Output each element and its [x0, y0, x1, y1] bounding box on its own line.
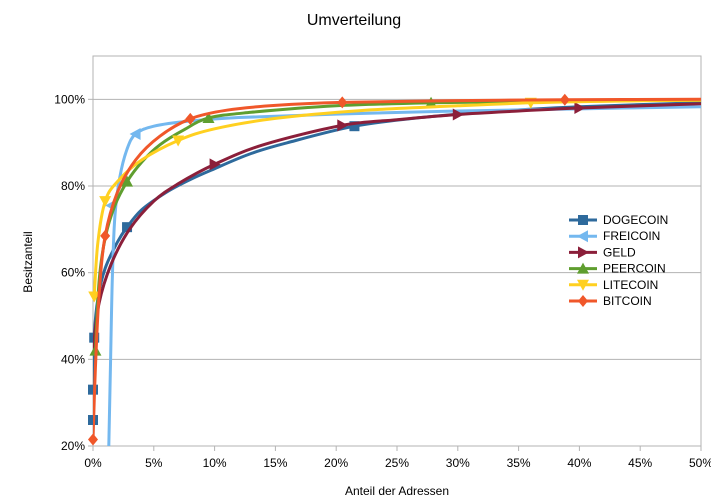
legend-marker [577, 262, 589, 274]
y-tick-label: 60% [61, 266, 85, 280]
series-geld [93, 102, 701, 353]
data-point-bitcoin [559, 93, 570, 106]
legend-marker [578, 246, 589, 259]
series-bitcoin [88, 93, 701, 446]
legend-marker [577, 230, 588, 243]
series-layer [88, 93, 701, 446]
x-tick-label: 50% [689, 456, 711, 470]
data-point-bitcoin [88, 433, 98, 446]
data-point-dogecoin [349, 121, 360, 132]
data-point-geld [574, 102, 586, 114]
data-point-litecoin [99, 196, 112, 208]
y-axis-label: Besitzanteil [21, 231, 35, 292]
x-tick-label: 10% [203, 456, 227, 470]
legend-label: DOGECOIN [603, 213, 668, 227]
data-point-geld [452, 108, 464, 121]
data-point-peercoin [202, 111, 215, 123]
data-point-litecoin [88, 291, 101, 303]
legend: DOGECOIN FREICOIN GELD PEERCOIN LITECOIN BITC… [569, 213, 668, 308]
data-point-freicoin [129, 128, 141, 140]
legend-label: BITCOIN [603, 294, 652, 308]
y-axis-ticks: 20% 40% 60% 80% 100% [54, 92, 93, 453]
legend-item-peercoin: PEERCOIN [569, 262, 666, 276]
data-point-geld [337, 119, 349, 132]
y-tick-label: 40% [61, 352, 85, 366]
legend-label: PEERCOIN [603, 262, 666, 276]
x-tick-label: 25% [385, 456, 409, 470]
legend-item-geld: GELD [569, 245, 636, 259]
legend-marker [578, 215, 588, 225]
series-litecoin [88, 97, 701, 303]
data-point-bitcoin [337, 96, 348, 109]
x-tick-label: 5% [145, 456, 163, 470]
x-tick-label: 30% [446, 456, 470, 470]
x-tick-label: 35% [507, 456, 531, 470]
x-axis-ticks: 0% 5% 10% 15% 20% 25% 30% 35% 40% 45% 50% [84, 446, 711, 470]
x-tick-label: 15% [263, 456, 287, 470]
data-point-dogecoin [122, 222, 133, 233]
data-point-bitcoin [100, 229, 111, 242]
data-point-bitcoin [185, 112, 196, 125]
series-line-freicoin [107, 105, 701, 446]
x-tick-label: 45% [628, 456, 652, 470]
legend-label: LITECOIN [603, 278, 658, 292]
series-line-geld [93, 102, 701, 353]
legend-item-freicoin: FREICOIN [569, 229, 660, 243]
data-point-litecoin [172, 135, 185, 147]
y-tick-label: 80% [61, 179, 85, 193]
legend-marker [578, 295, 588, 307]
data-point-peercoin [121, 175, 134, 187]
legend-marker [577, 279, 589, 291]
data-point-geld [209, 158, 221, 171]
series-freicoin [105, 105, 701, 446]
data-point-dogecoin [88, 384, 98, 395]
x-axis-label: Anteil der Adressen [345, 484, 449, 498]
legend-label: GELD [603, 245, 636, 259]
legend-item-bitcoin: BITCOIN [569, 294, 652, 308]
chart-title: Umverteilung [307, 12, 401, 29]
x-tick-label: 40% [567, 456, 591, 470]
x-tick-label: 20% [324, 456, 348, 470]
y-tick-label: 20% [61, 439, 85, 453]
legend-label: FREICOIN [603, 229, 660, 243]
y-tick-label: 100% [54, 92, 85, 106]
legend-item-dogecoin: DOGECOIN [569, 213, 668, 227]
x-tick-label: 0% [84, 456, 102, 470]
legend-item-litecoin: LITECOIN [569, 278, 658, 292]
